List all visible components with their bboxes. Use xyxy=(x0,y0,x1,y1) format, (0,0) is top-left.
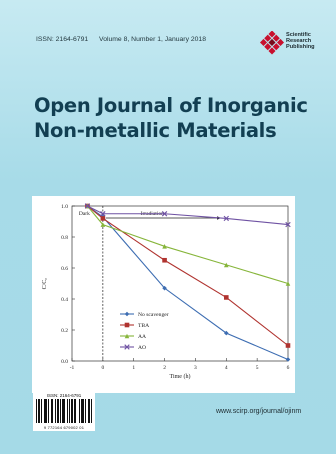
publisher-name: Scientific Research Publishing xyxy=(286,32,315,51)
journal-title-line2: Non-metallic Materials xyxy=(34,119,277,142)
data-point-2-2 xyxy=(162,244,167,249)
legend-label-1: TBA xyxy=(138,323,149,329)
data-point-3-3 xyxy=(223,215,229,222)
barcode-issn: ISSN: 2164-6791 xyxy=(46,393,82,398)
issn-text: ISSN: 2164-6791 xyxy=(36,36,89,43)
legend-label-2: AA xyxy=(138,334,146,340)
chart-background xyxy=(32,196,295,393)
data-point-1-3 xyxy=(223,295,229,300)
x-tick-label: -1 xyxy=(70,365,75,371)
annotation-dark: Dark xyxy=(79,211,90,217)
y-tick-label: 0.2 xyxy=(61,328,68,334)
legend-marker-0 xyxy=(124,311,130,317)
y-tick-label: 0.8 xyxy=(61,235,68,241)
barcode-bars-icon xyxy=(36,399,92,423)
legend-marker-3 xyxy=(124,344,130,350)
data-point-1-1 xyxy=(100,216,106,221)
y-tick-label: 0.0 xyxy=(61,359,68,365)
x-tick-label: 5 xyxy=(256,365,259,371)
data-point-0-3 xyxy=(223,330,229,336)
y-tick-label: 0.4 xyxy=(61,297,68,303)
legend-label-0: No scavenger xyxy=(138,312,169,318)
barcode-number: 9 772164 679002 01 xyxy=(43,425,85,430)
volume-text: Volume 8, Number 1, January 2018 xyxy=(99,36,206,43)
x-tick-label: 1 xyxy=(132,365,135,371)
scirp-logo-icon xyxy=(259,31,285,55)
data-point-2-3 xyxy=(223,262,229,268)
cover-chart: -1 0 1 2 3 4 5 6 0.0 0.2 0.4 0.6 0.8 1.0 Time (h) C/C₀ D… xyxy=(32,196,295,393)
legend-marker-2 xyxy=(124,333,130,339)
x-tick-label: 6 xyxy=(287,365,290,371)
data-point-2-1 xyxy=(100,222,106,227)
data-point-0-4 xyxy=(285,357,291,362)
data-point-2-4 xyxy=(285,281,291,286)
data-point-3-1 xyxy=(100,211,106,217)
journal-url[interactable]: www.scirp.org/journal/ojinm xyxy=(216,408,302,415)
x-axis-label: Time (h) xyxy=(170,373,191,380)
legend-label-3: AO xyxy=(138,345,146,351)
data-point-1-2 xyxy=(162,257,167,263)
y-tick-label: 0.6 xyxy=(61,266,68,272)
legend-marker-1 xyxy=(124,322,130,328)
x-tick-label: 3 xyxy=(194,365,197,371)
y-axis-label: C/C₀ xyxy=(42,278,48,290)
issue-info: ISSN: 2164-6791 Volume 8, Number 1, Janu… xyxy=(36,36,206,43)
journal-title: Open Journal of Inorganic Non-metallic M… xyxy=(34,93,324,143)
x-tick-label: 4 xyxy=(225,365,228,371)
data-point-3-4 xyxy=(285,221,291,228)
x-tick-label: 0 xyxy=(101,365,104,371)
barcode: ISSN: 2164-6791 9 772164 679002 01 xyxy=(33,392,95,431)
journal-title-line1: Open Journal of Inorganic xyxy=(34,94,308,117)
x-tick-label: 2 xyxy=(163,365,166,371)
data-point-3-2 xyxy=(161,211,168,217)
data-point-3-0 xyxy=(84,203,91,209)
y-tick-label: 1.0 xyxy=(61,204,68,210)
data-point-1-4 xyxy=(285,343,291,348)
